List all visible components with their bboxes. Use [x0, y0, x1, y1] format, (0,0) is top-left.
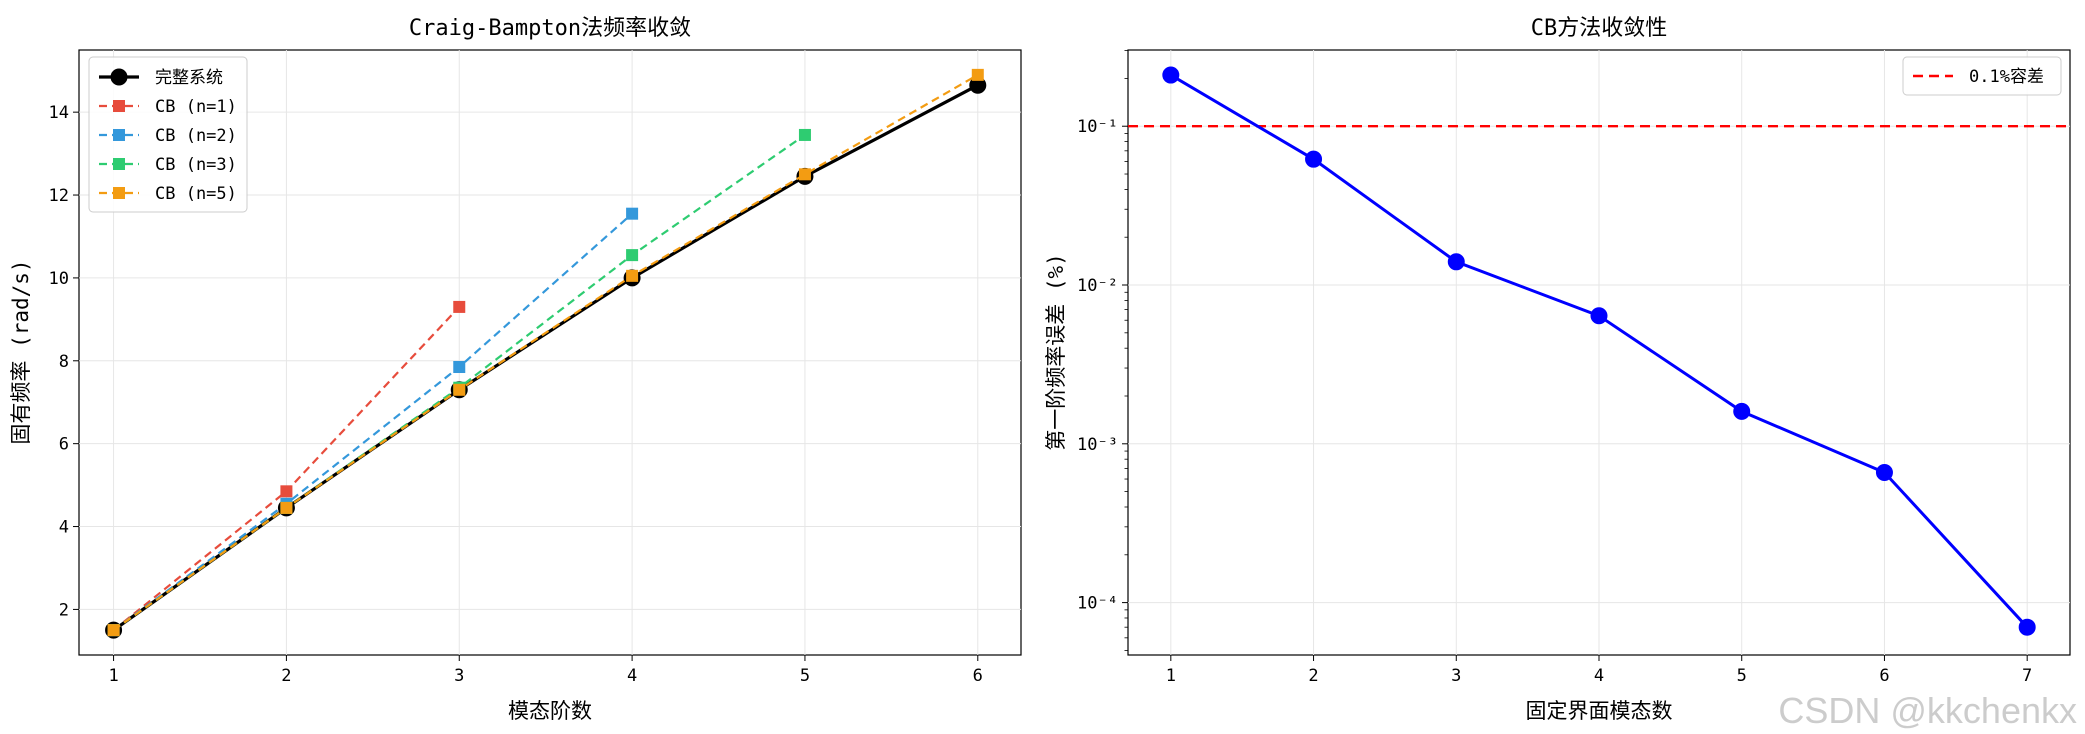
- legend-label: CB (n=1): [155, 97, 237, 117]
- left-y-tick-label: 12: [49, 186, 69, 206]
- data-point: [971, 68, 984, 81]
- legend-label: CB (n=3): [155, 155, 237, 175]
- legend-label: 0.1%容差: [1969, 67, 2044, 87]
- right-y-tick-label: 10⁻²: [1077, 276, 1118, 296]
- data-point: [107, 624, 120, 637]
- series-first-mode-error: [1162, 66, 2036, 636]
- legend-label: CB (n=5): [155, 184, 237, 204]
- data-point: [2018, 618, 2036, 636]
- left-y-tick-label: 8: [59, 352, 69, 372]
- data-point: [1305, 150, 1323, 168]
- data-point: [798, 168, 811, 181]
- data-point: [1733, 402, 1751, 420]
- series-line: [112, 73, 979, 632]
- left-x-axis-label: 模态阶数: [508, 699, 592, 723]
- legend-label: CB (n=2): [155, 126, 237, 146]
- data-point: [453, 383, 466, 396]
- right-x-tick-label: 3: [1451, 666, 1461, 686]
- data-point: [453, 300, 466, 313]
- left-series: [105, 68, 987, 639]
- data-point: [1162, 66, 1180, 84]
- data-point: [280, 501, 293, 514]
- left-x-tick-label: 2: [281, 666, 291, 686]
- legend-box: [1902, 56, 2062, 96]
- left-x-tick-label: 4: [627, 666, 637, 686]
- left-chart-title: Craig-Bampton法频率收敛: [409, 16, 691, 41]
- right-x-tick-label: 2: [1308, 666, 1318, 686]
- right-y-tick-label: 10⁻¹: [1077, 117, 1118, 137]
- legend-swatch-marker: [113, 100, 125, 112]
- right-grid: [1128, 50, 2070, 655]
- right-x-axis-label: 固定界面模态数: [1526, 699, 1673, 723]
- data-point: [1447, 253, 1465, 271]
- right-ticks: 1 2 3 4 5 6 7 10⁻¹ 10⁻² 10⁻³ 10⁻⁴: [1077, 50, 2032, 686]
- legend-swatch-marker: [113, 129, 125, 141]
- legend-swatch-marker: [113, 187, 125, 199]
- right-x-tick-label: 4: [1594, 666, 1604, 686]
- data-point: [280, 485, 293, 498]
- left-y-axis-label: 固有频率 (rad/s): [9, 259, 33, 444]
- right-y-tick-label: 10⁻⁴: [1077, 594, 1118, 614]
- data-point: [626, 207, 639, 220]
- series-cb-4: [107, 68, 984, 637]
- left-y-tick-label: 2: [59, 600, 69, 620]
- right-x-tick-label: 1: [1166, 666, 1176, 686]
- data-point: [626, 269, 639, 282]
- left-y-tick-label: 10: [49, 269, 69, 289]
- data-point: [453, 361, 466, 374]
- left-legend: 完整系统 CB (n=1) CB (n=2) CB (n=3) CB (n=5): [88, 56, 248, 213]
- data-point: [1875, 463, 1893, 481]
- right-legend: 0.1%容差: [1902, 56, 2062, 96]
- watermark: CSDN @kkchenkx: [1778, 690, 2077, 731]
- left-y-tick-label: 6: [59, 435, 69, 455]
- right-x-tick-label: 7: [2022, 666, 2032, 686]
- legend-swatch-marker: [113, 158, 125, 170]
- series-line: [112, 212, 633, 632]
- legend-label: 完整系统: [155, 68, 223, 88]
- left-x-tick-label: 6: [973, 666, 983, 686]
- legend-swatch-marker: [110, 68, 128, 86]
- right-x-tick-label: 5: [1737, 666, 1747, 686]
- right-y-axis-label: 第一阶频率误差 (%): [1044, 253, 1068, 451]
- data-point: [798, 128, 811, 141]
- right-y-tick-label: 10⁻³: [1077, 435, 1118, 455]
- chart-right: 1 2 3 4 5 6 710⁻¹10⁻²10⁻³10⁻⁴ CB方法收敛性 固定界面模态数 …: [1044, 16, 2071, 723]
- data-point: [1590, 307, 1608, 325]
- left-x-tick-label: 3: [454, 666, 464, 686]
- right-series: [1128, 66, 2070, 636]
- legend-box: [88, 56, 248, 213]
- left-x-tick-label: 5: [800, 666, 810, 686]
- data-point: [626, 249, 639, 262]
- left-x-tick-label: 1: [108, 666, 118, 686]
- right-x-tick-label: 6: [1879, 666, 1889, 686]
- left-y-tick-label: 4: [59, 518, 69, 538]
- left-y-tick-label: 14: [49, 103, 69, 123]
- right-chart-title: CB方法收敛性: [1531, 16, 1668, 41]
